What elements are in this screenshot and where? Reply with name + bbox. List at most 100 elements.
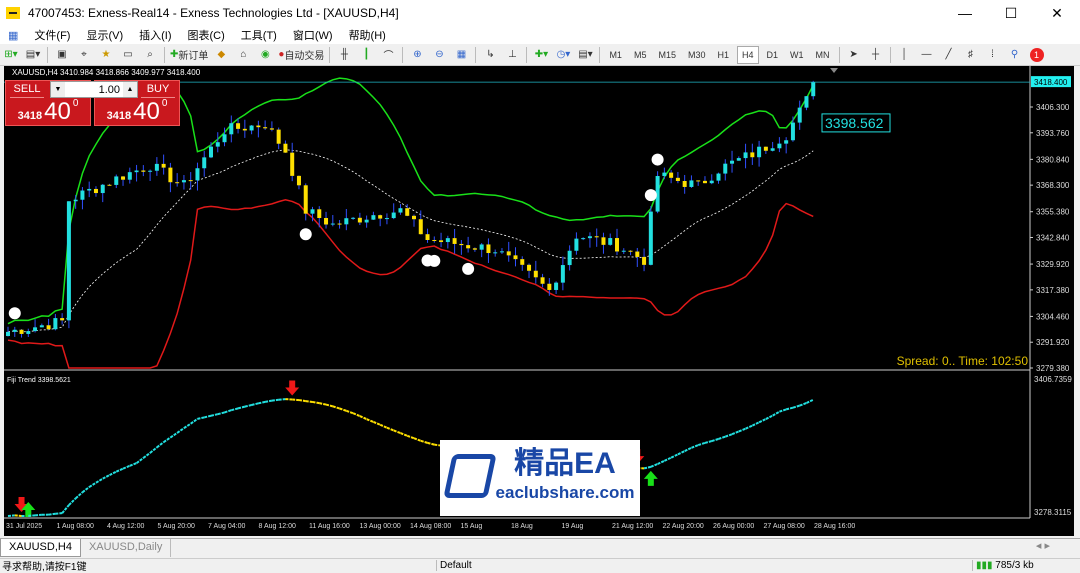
timeframe-mn[interactable]: MN [812,46,834,64]
candle [290,153,294,176]
navigator-icon[interactable]: ★ [97,46,115,64]
menu-item[interactable]: 文件(F) [26,27,78,43]
fiji-trend-segment [231,408,238,410]
candle [453,238,457,244]
timeframe-m15[interactable]: M15 [654,46,680,64]
channel-icon[interactable]: ♯ [962,46,980,64]
fiji-trend-segment [779,409,786,411]
tab-xauusd-h4[interactable]: XAUUSD,H4 [0,539,81,557]
timeframe-w1[interactable]: W1 [786,46,808,64]
horizontal-line-icon[interactable]: — [918,46,936,64]
fibonacci-icon[interactable]: ⁞ [984,46,1002,64]
timeframe-m30[interactable]: M30 [684,46,710,64]
vertical-line-icon[interactable]: │ [896,46,914,64]
tester-icon[interactable]: ⌕ [141,46,159,64]
price-tick-label: 3329.920 [1036,260,1070,269]
bar-chart-icon[interactable]: ╫ [335,46,353,64]
crosshair-icon[interactable]: ⌖ [75,46,93,64]
chart-shift-icon[interactable]: ⊥ [503,46,521,64]
menu-item[interactable]: 显示(V) [78,27,131,43]
candle [500,251,504,252]
crosshair-tool-icon[interactable]: ┼ [867,46,885,64]
timeframe-h1[interactable]: H1 [714,46,734,64]
candle [67,201,71,320]
tab-xauusd-daily[interactable]: XAUUSD,Daily [81,539,171,557]
price-tick-label: 3406.300 [1036,103,1070,112]
menu-item[interactable]: 帮助(H) [341,27,394,43]
trendline-icon[interactable]: ╱ [940,46,958,64]
new-order-button[interactable]: ✚新订单 [170,46,208,64]
fiji-trend-segment [35,515,42,516]
vps-icon[interactable]: ◉ [256,46,274,64]
time-tick-label: 7 Aug 04:00 [208,523,245,530]
zoom-out-icon[interactable]: ⊖ [430,46,448,64]
candle [13,330,17,332]
terminal-icon[interactable]: ▭ [119,46,137,64]
fiji-trend-segment [678,451,685,454]
fiji-trend-segment [279,399,286,400]
fiji-trend-segment [143,453,150,458]
candle [419,219,423,234]
candle [229,123,233,134]
periods-button[interactable]: ◷▾ [554,46,572,64]
candle [446,238,450,242]
market-watch-icon[interactable]: ▣ [53,46,71,64]
metaeditor-icon[interactable]: ◆ [212,46,230,64]
fiji-trend-segment [292,400,299,401]
tab-scroll-arrows[interactable]: ◂ ▸ [1036,539,1080,557]
time-tick-label: 4 Aug 12:00 [107,523,144,530]
auto-scroll-icon[interactable]: ↳ [481,46,499,64]
timeframe-h4[interactable]: H4 [737,46,759,64]
signals-icon[interactable]: ⌂ [234,46,252,64]
window-title: 47007453: Exness-Real14 - Exness Technol… [28,6,399,20]
candle [223,134,227,142]
menu-item[interactable]: 窗口(W) [285,27,341,43]
profiles-button[interactable]: ▤▾ [24,46,42,64]
timeframe-m1[interactable]: M1 [605,46,626,64]
maximize-button[interactable]: ☐ [988,0,1034,26]
candle [33,327,37,331]
decrease-lot-button[interactable]: ▼ [51,82,65,97]
watermark-logo-icon [443,454,496,498]
candle [615,238,619,251]
menu-item[interactable]: 插入(I) [131,27,179,43]
candle [561,265,565,283]
notifications-button[interactable]: 1 [1028,46,1046,64]
status-profile: Default [436,560,536,571]
cursor-icon[interactable]: ➤ [845,46,863,64]
candle [750,152,754,157]
candle-chart-icon[interactable]: ┃ [357,46,375,64]
lot-size-stepper[interactable]: ▼ 1.00 ▲ [50,81,138,98]
fiji-trend-segment [76,492,83,498]
candle [6,332,10,336]
candle [730,161,734,164]
fiji-trend-segment [62,505,69,513]
timeframe-d1[interactable]: D1 [763,46,783,64]
fiji-trend-segment [685,448,692,451]
menu-item[interactable]: 工具(T) [233,27,285,43]
lot-size-input[interactable]: 1.00 [65,84,123,96]
chart-shift-marker [830,68,838,73]
search-icon[interactable]: ⚲ [1006,46,1024,64]
fiji-trend-segment [89,483,96,487]
close-button[interactable]: ✕ [1034,0,1080,26]
candle [771,148,775,150]
menu-item[interactable]: 图表(C) [180,27,233,43]
line-chart-icon[interactable]: ⌒ [379,46,397,64]
timeframe-m5[interactable]: M5 [630,46,651,64]
tile-windows-icon[interactable]: ▦ [452,46,470,64]
minimize-button[interactable]: — [942,0,988,26]
auto-trading-button[interactable]: ●自动交易 [278,46,324,64]
candle [80,191,84,200]
increase-lot-button[interactable]: ▲ [123,82,137,97]
fiji-trend-segment [766,416,773,419]
new-chart-button[interactable]: ⊞▾ [2,46,20,64]
fiji-trend-segment [82,487,89,492]
fiji-trend-segment [793,406,800,408]
candle [60,318,64,320]
candle [574,239,578,251]
indicators-button[interactable]: ✚▾ [532,46,550,64]
zoom-in-icon[interactable]: ⊕ [408,46,426,64]
fiji-trend-segment [191,419,198,424]
templates-button[interactable]: ▤▾ [576,46,594,64]
